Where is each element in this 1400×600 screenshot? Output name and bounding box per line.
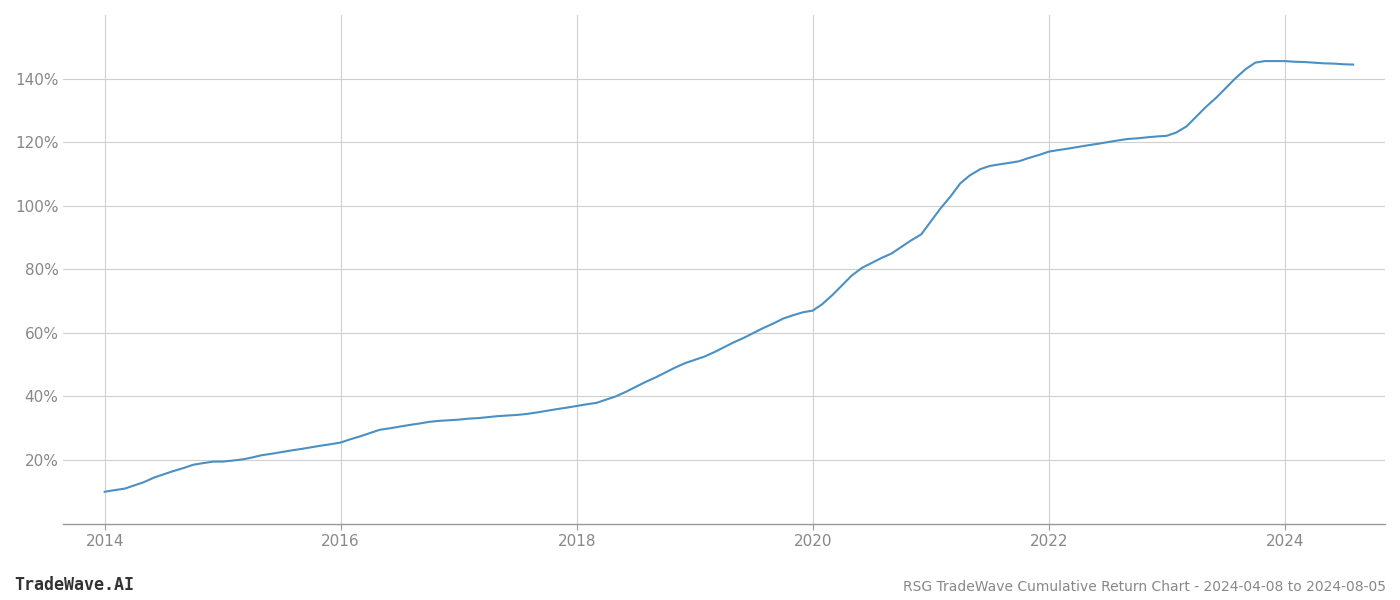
Text: RSG TradeWave Cumulative Return Chart - 2024-04-08 to 2024-08-05: RSG TradeWave Cumulative Return Chart - …: [903, 580, 1386, 594]
Text: TradeWave.AI: TradeWave.AI: [14, 576, 134, 594]
